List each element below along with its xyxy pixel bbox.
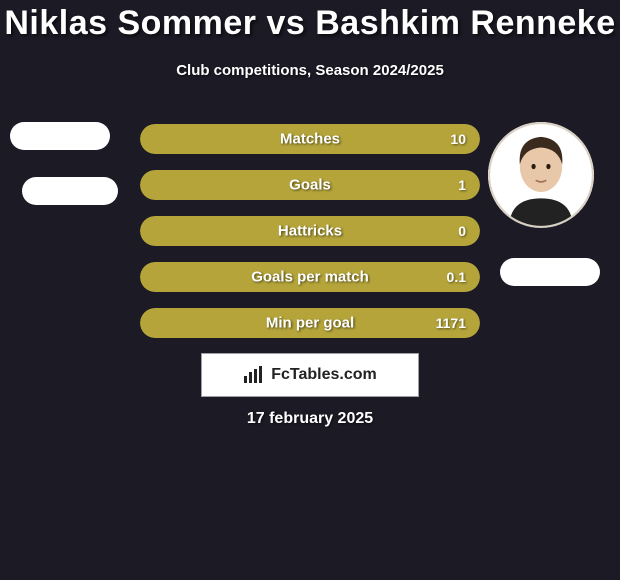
- stat-label: Goals: [289, 177, 331, 194]
- stat-row-4: Min per goal 1171: [140, 308, 480, 338]
- bar-chart-icon: [243, 366, 265, 384]
- stat-rows: Matches 10 Goals 1 Hattricks 0 Goals per match…: [140, 124, 480, 354]
- stat-row-3: Goals per match 0.1: [140, 262, 480, 292]
- right-badge: [500, 258, 600, 286]
- stat-right-value: 10: [450, 131, 466, 147]
- avatar-player2: [488, 122, 594, 228]
- date-text: 17 february 2025: [247, 410, 373, 427]
- stat-right-value: 1171: [436, 315, 466, 331]
- stat-row-2: Hattricks 0: [140, 216, 480, 246]
- stat-right-value: 0.1: [447, 269, 466, 285]
- stat-label: Goals per match: [251, 269, 369, 286]
- page-title: Niklas Sommer vs Bashkim Renneke: [0, 4, 620, 43]
- stat-label: Min per goal: [266, 315, 354, 332]
- avatar-player2-svg: [488, 122, 594, 228]
- date-label: 17 february 2025: [0, 410, 620, 428]
- title-text: Niklas Sommer vs Bashkim Renneke: [4, 4, 615, 42]
- subtitle: Club competitions, Season 2024/2025: [0, 62, 620, 79]
- stat-label: Matches: [280, 131, 340, 148]
- stat-right-value: 1: [458, 177, 466, 193]
- left-badge-0: [10, 122, 110, 150]
- stat-right-value: 0: [458, 223, 466, 239]
- stat-row-0: Matches 10: [140, 124, 480, 154]
- subtitle-text: Club competitions, Season 2024/2025: [176, 62, 444, 79]
- left-badge-1: [22, 177, 118, 205]
- stat-row-1: Goals 1: [140, 170, 480, 200]
- stat-label: Hattricks: [278, 223, 342, 240]
- comparison-card: Niklas Sommer vs Bashkim Renneke Club co…: [0, 0, 620, 580]
- brand-text: FcTables.com: [271, 366, 377, 384]
- brand-box[interactable]: FcTables.com: [201, 353, 419, 397]
